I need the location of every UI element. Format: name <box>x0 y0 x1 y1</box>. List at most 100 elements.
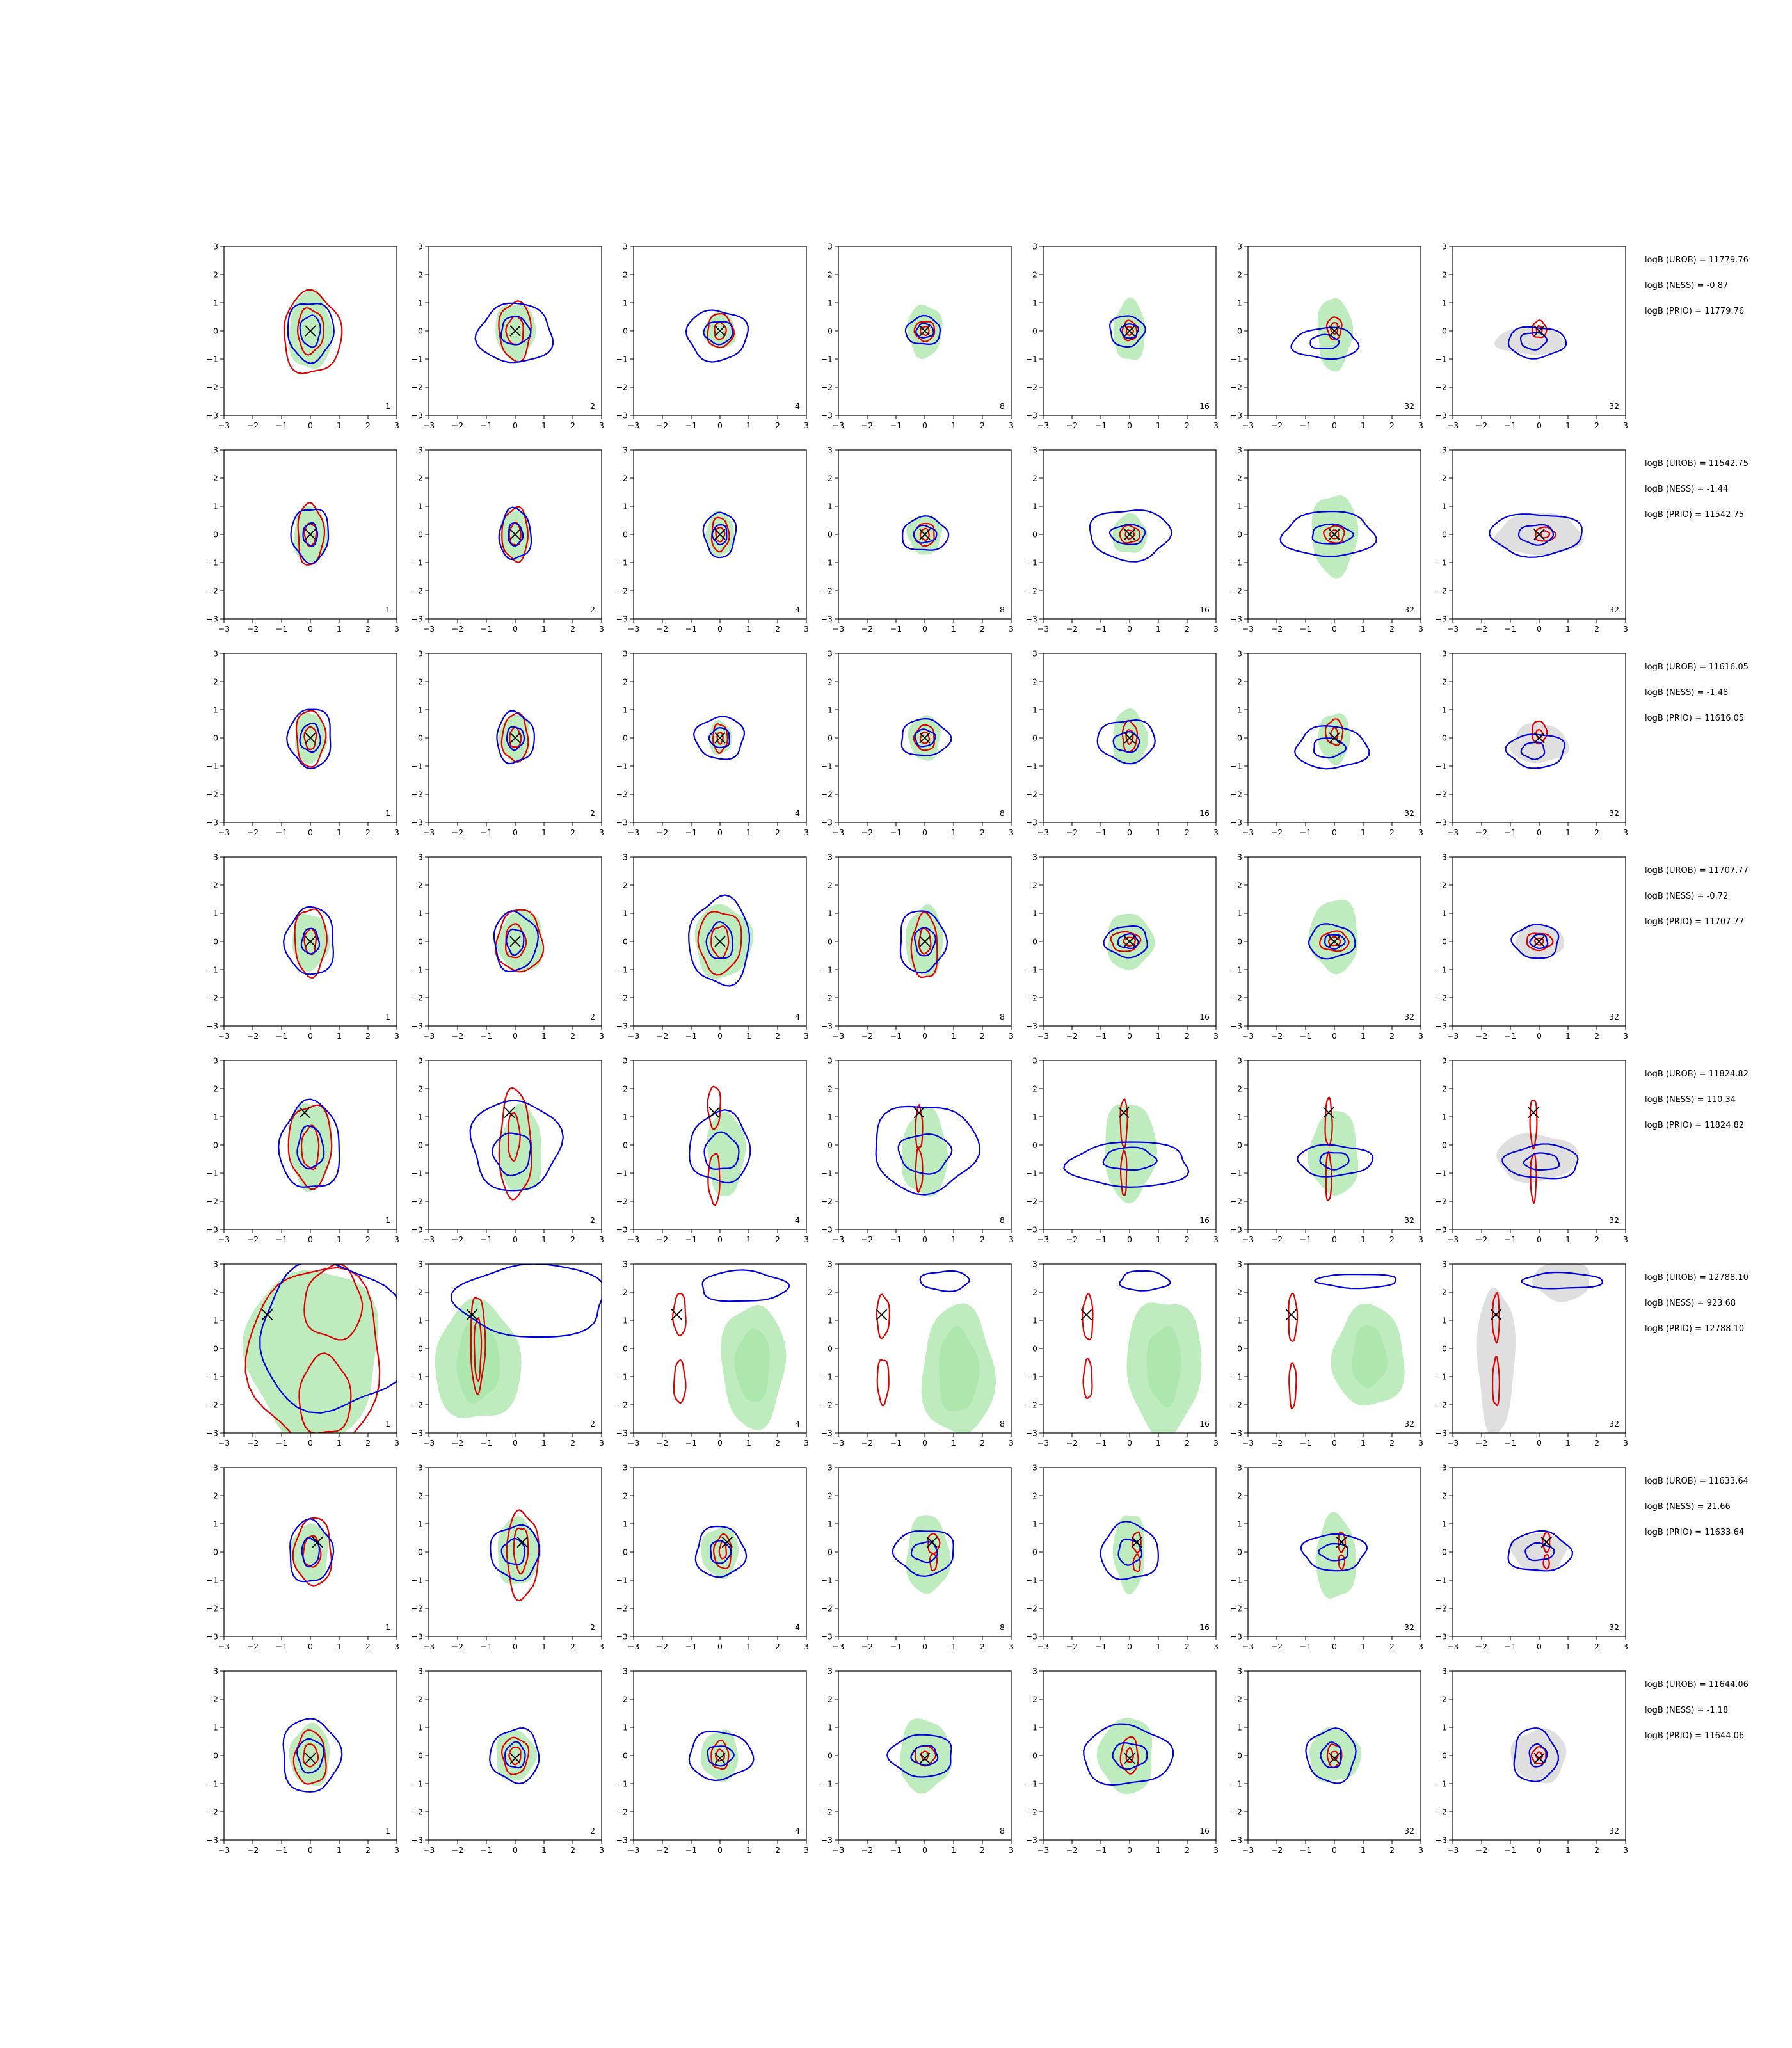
y-tick-label: −3 <box>1231 1632 1242 1642</box>
blue-contour <box>1319 1151 1350 1171</box>
red-contour <box>470 1297 486 1396</box>
blue-contour <box>904 314 941 346</box>
x-tick-label: 2 <box>365 1031 371 1041</box>
blue-contour <box>708 727 730 749</box>
density-fill <box>1108 913 1155 970</box>
y-tick-label: 1 <box>1442 1112 1447 1122</box>
blue-contour <box>302 522 319 547</box>
x-tick-label: 0 <box>717 624 723 634</box>
x-tick-label: 2 <box>980 828 985 837</box>
blue-contour <box>1529 933 1549 950</box>
panel-contours <box>1108 297 1146 360</box>
y-tick-label: −2 <box>412 993 423 1003</box>
y-tick-label: −3 <box>1436 1021 1447 1031</box>
x-tick-label: −3 <box>423 1235 435 1244</box>
blue-contour <box>1305 1727 1357 1784</box>
y-tick-label: 2 <box>418 1288 423 1297</box>
true-value-marker <box>305 732 316 744</box>
y-tick-label: 0 <box>828 1751 833 1761</box>
y-tick-label: −3 <box>821 1632 833 1642</box>
x-tick-label: −3 <box>218 1642 230 1651</box>
y-tick-label: 1 <box>1237 502 1242 511</box>
x-tick-label: 1 <box>541 1642 547 1651</box>
panel-contours <box>1089 509 1172 563</box>
y-tick-label: 0 <box>1032 937 1037 947</box>
true-value-marker <box>1124 325 1135 337</box>
y-tick-label: −1 <box>1231 965 1242 975</box>
x-tick-label: 0 <box>1127 1031 1132 1041</box>
red-contour <box>287 1104 333 1190</box>
y-tick-label: 0 <box>418 1548 423 1557</box>
logb-ness-row-2: logB (NESS) = -1.44 <box>1645 484 1728 494</box>
x-tick-label: −3 <box>1037 420 1049 430</box>
y-tick-label: −1 <box>412 965 423 975</box>
x-tick-label: 3 <box>1009 1642 1014 1651</box>
y-tick-label: −1 <box>821 1169 833 1178</box>
red-contour <box>1110 931 1142 952</box>
x-tick-label: 2 <box>775 1438 780 1448</box>
true-value-marker <box>1329 1752 1340 1764</box>
y-tick-label: −1 <box>1436 1169 1447 1178</box>
y-tick-label: 1 <box>1442 502 1447 511</box>
panel-label: 1 <box>385 1622 390 1632</box>
red-contour <box>918 927 932 955</box>
x-tick-label: −1 <box>685 420 697 430</box>
x-tick-label: 0 <box>1332 1235 1337 1244</box>
y-tick-label: 1 <box>1237 705 1242 715</box>
blue-contour <box>490 1524 541 1581</box>
x-tick-label: −3 <box>1447 1642 1459 1651</box>
blue-contour <box>296 1124 325 1170</box>
red-contour <box>1125 326 1134 336</box>
x-tick-label: 0 <box>717 420 723 430</box>
y-tick-label: −1 <box>412 1779 423 1789</box>
density-fill <box>1496 1133 1578 1183</box>
x-tick-label: 3 <box>1623 624 1628 634</box>
x-tick-label: 3 <box>599 828 604 837</box>
x-tick-label: 1 <box>337 1642 342 1651</box>
panel-contours <box>904 304 943 360</box>
panel-r8-c6: −3−3 −2 −2 −1 −1 0 0 1 1 2 2 3 3 32 <box>1231 1667 1423 1855</box>
panel-label: 4 <box>795 808 800 818</box>
x-tick-label: −1 <box>276 1845 287 1855</box>
blue-contour <box>710 1540 732 1564</box>
x-tick-label: 0 <box>513 1438 518 1448</box>
y-tick-label: 2 <box>213 881 218 890</box>
panel-label: 4 <box>795 1826 800 1836</box>
y-tick-label: −2 <box>616 1400 628 1410</box>
y-tick-label: 2 <box>828 270 833 280</box>
y-tick-label: −2 <box>821 383 833 392</box>
x-tick-label: −1 <box>481 1235 492 1244</box>
blue-contour <box>300 927 321 955</box>
panel-label: 2 <box>590 808 595 818</box>
y-tick-label: −2 <box>1026 1197 1037 1206</box>
x-tick-label: 3 <box>1009 624 1014 634</box>
x-tick-label: 2 <box>365 1642 371 1651</box>
density-fill <box>289 1722 330 1786</box>
y-tick-label: −3 <box>616 614 628 624</box>
x-tick-label: 2 <box>980 1642 985 1651</box>
panel-label: 4 <box>795 605 800 614</box>
x-tick-label: −3 <box>628 1642 639 1651</box>
blue-contour <box>701 1269 790 1302</box>
x-tick-label: 2 <box>1594 1845 1599 1855</box>
x-tick-label: 1 <box>337 1235 342 1244</box>
x-tick-label: −2 <box>452 420 463 430</box>
y-tick-label: −3 <box>616 1225 628 1235</box>
x-tick-label: 2 <box>365 828 371 837</box>
x-tick-label: −3 <box>833 1235 844 1244</box>
y-tick-label: −3 <box>207 1021 218 1031</box>
y-tick-label: −2 <box>821 790 833 799</box>
x-tick-label: −2 <box>452 1845 463 1855</box>
red-contour <box>513 1527 529 1575</box>
y-tick-label: −2 <box>1231 1807 1242 1817</box>
y-tick-label: 1 <box>828 502 833 511</box>
x-tick-label: −2 <box>861 1031 873 1041</box>
logb-ness-row-1: logB (NESS) = -0.87 <box>1645 281 1728 291</box>
panel-label: 16 <box>1199 605 1210 614</box>
y-tick-label: 0 <box>623 733 628 743</box>
x-tick-label: 0 <box>922 1642 927 1651</box>
y-tick-label: −1 <box>616 558 628 568</box>
x-tick-label: 2 <box>775 1031 780 1041</box>
